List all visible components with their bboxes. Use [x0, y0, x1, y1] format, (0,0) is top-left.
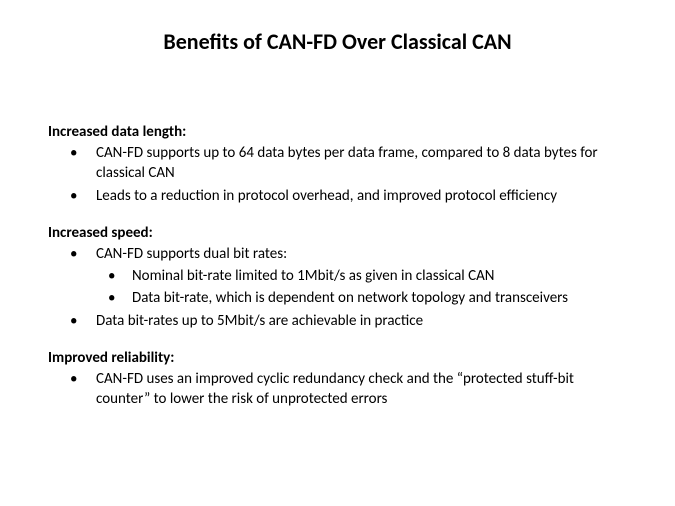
section-heading: Increased data length: [48, 123, 627, 141]
bullet-item: Nominal bit-rate limited to 1Mbit/s as g… [48, 266, 627, 286]
section-heading: Improved reliability: [48, 349, 627, 367]
bullet-list: CAN-FD supports up to 64 data bytes per … [48, 143, 627, 206]
bullet-list: CAN-FD supports dual bit rates:Nominal b… [48, 244, 627, 331]
page-title: Benefits of CAN-FD Over Classical CAN [48, 28, 627, 55]
content-container: Increased data length: CAN-FD supports up… [48, 123, 627, 409]
bullet-item: CAN-FD uses an improved cyclic redundanc… [48, 369, 627, 410]
bullet-item: Data bit-rate, which is dependent on net… [48, 288, 627, 308]
bullet-item: CAN-FD supports up to 64 data bytes per … [48, 143, 627, 184]
bullet-item: Leads to a reduction in protocol overhea… [48, 186, 627, 206]
bullet-list: CAN-FD uses an improved cyclic redundanc… [48, 369, 627, 410]
bullet-item: Data bit-rates up to 5Mbit/s are achieva… [48, 311, 627, 331]
section-heading: Increased speed: [48, 224, 627, 242]
bullet-item: CAN-FD supports dual bit rates: [48, 244, 627, 264]
